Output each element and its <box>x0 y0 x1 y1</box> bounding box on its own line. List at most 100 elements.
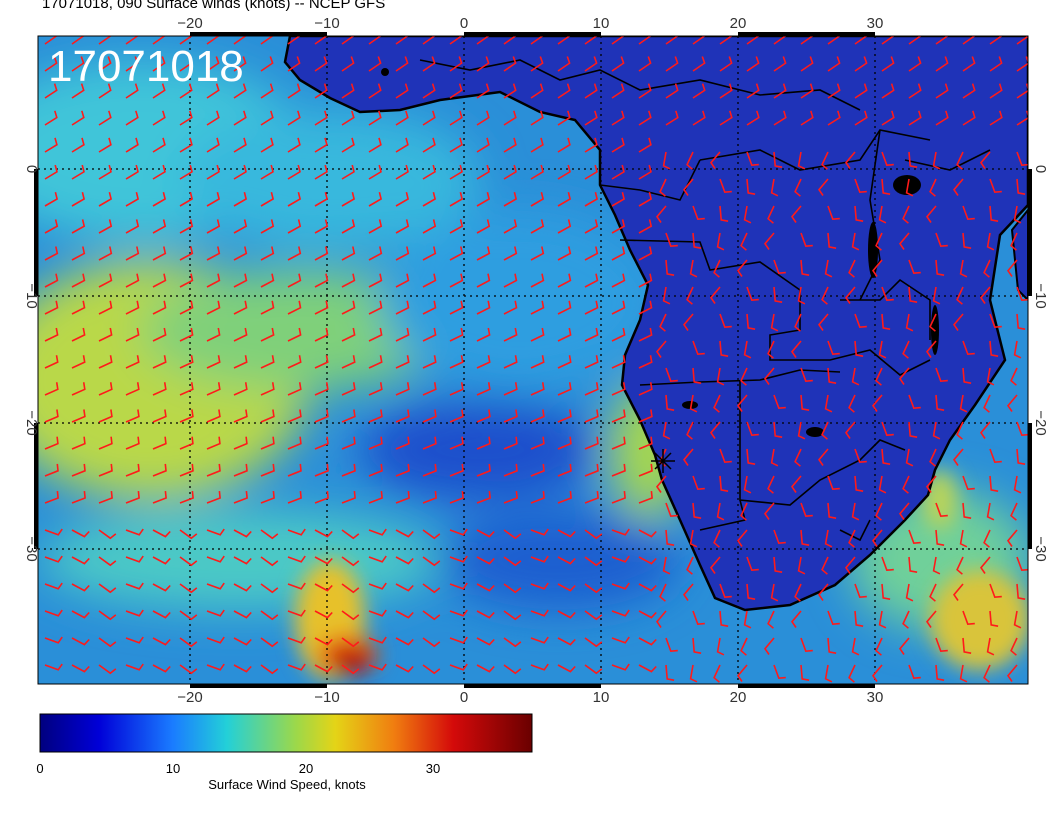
wind-barb <box>98 327 113 342</box>
wind-barb <box>848 394 856 413</box>
wind-barb <box>449 137 463 153</box>
wind-barb <box>935 232 948 248</box>
wind-barb <box>773 529 786 545</box>
wind-barb <box>689 259 698 278</box>
wind-barb <box>395 436 410 450</box>
wind-barb <box>341 664 360 675</box>
wind-barb <box>71 83 85 99</box>
wind-barb <box>854 205 864 222</box>
wind-barb <box>800 664 810 681</box>
wind-barb <box>584 83 598 99</box>
wind-barb <box>611 327 626 342</box>
wind-barb <box>395 36 409 45</box>
wind-barb <box>233 409 248 423</box>
wind-barb <box>449 192 464 207</box>
plot-title: 17071018, 090 Surface winds (knots) -- N… <box>42 0 386 12</box>
wind-barb <box>878 475 887 494</box>
wind-barb <box>341 382 356 396</box>
wind-barb <box>98 219 113 234</box>
wind-barb <box>98 36 112 45</box>
wind-barb <box>449 355 464 369</box>
wind-barb <box>719 36 733 45</box>
wind-barb <box>314 192 329 207</box>
wind-barb <box>125 219 140 234</box>
wind-barb <box>986 232 995 251</box>
wind-barb <box>449 636 468 644</box>
wind-barb <box>584 463 599 477</box>
lon-tick-top: −10 <box>314 15 339 32</box>
wind-barb <box>881 56 895 72</box>
wind-barb <box>152 463 167 477</box>
wind-barb <box>773 394 786 410</box>
wind-barb <box>98 436 113 450</box>
wind-barb <box>98 355 113 369</box>
wind-barb <box>740 232 748 251</box>
wind-barb <box>422 327 437 342</box>
wind-barb <box>395 327 410 342</box>
wind-barb <box>206 300 221 315</box>
wind-barb <box>692 367 702 384</box>
lon-tick-top: 0 <box>460 15 468 32</box>
wind-barb <box>341 409 356 423</box>
wind-barb <box>233 436 248 450</box>
wind-barb <box>611 110 625 126</box>
wind-barb <box>44 273 59 288</box>
wind-barb <box>152 529 171 538</box>
wind-barb <box>206 219 221 234</box>
wind-barb <box>932 421 941 440</box>
wind-barb <box>844 151 856 169</box>
wind-barb <box>878 340 887 359</box>
wind-barb <box>422 556 441 567</box>
wind-barb <box>44 555 63 563</box>
colorbar-tick: 10 <box>166 761 180 776</box>
wind-barb <box>905 178 914 197</box>
wind-barb <box>638 300 653 315</box>
wind-barb <box>503 83 517 99</box>
wind-barb <box>611 192 626 207</box>
wind-barb <box>260 137 274 153</box>
wind-barb <box>638 664 657 673</box>
wind-barb <box>800 110 814 126</box>
wind-barb <box>125 137 139 153</box>
wind-barb <box>476 246 491 261</box>
wind-barb <box>827 205 840 221</box>
wind-barb <box>689 529 698 548</box>
wind-barb <box>503 491 518 504</box>
wind-barb <box>773 110 787 126</box>
wind-barb <box>395 583 414 592</box>
wind-barb <box>206 463 221 477</box>
wind-barb <box>875 232 883 251</box>
wind-barb <box>476 219 491 234</box>
wind-barb <box>260 610 279 621</box>
wind-barb <box>746 83 760 99</box>
wind-barb <box>962 205 975 221</box>
wind-barb <box>395 164 409 180</box>
wind-barb <box>875 637 883 656</box>
wind-barb <box>557 219 572 234</box>
wind-barb <box>206 663 225 671</box>
wind-barb <box>179 110 193 126</box>
wind-barb <box>71 300 86 315</box>
wind-barb <box>449 300 464 315</box>
wind-barb <box>206 192 221 207</box>
wind-barb <box>71 327 86 342</box>
wind-barb <box>638 56 652 72</box>
wind-barb <box>557 327 572 342</box>
wind-barb <box>179 300 194 315</box>
wind-barb <box>125 436 140 450</box>
wind-barb <box>959 259 968 278</box>
wind-barb <box>152 56 166 72</box>
wind-barb <box>44 192 59 207</box>
wind-barb <box>773 259 786 275</box>
wind-barb <box>665 367 678 383</box>
wind-barb <box>179 610 198 621</box>
wind-barb <box>821 286 829 305</box>
wind-barb <box>989 475 999 492</box>
lon-tick-bottom: 0 <box>460 689 468 706</box>
wind-barb <box>800 232 813 248</box>
wind-barb <box>422 355 437 369</box>
wind-barb <box>44 164 58 180</box>
wind-barb <box>395 382 410 396</box>
wind-barb <box>449 582 468 590</box>
wind-barb <box>287 56 301 72</box>
